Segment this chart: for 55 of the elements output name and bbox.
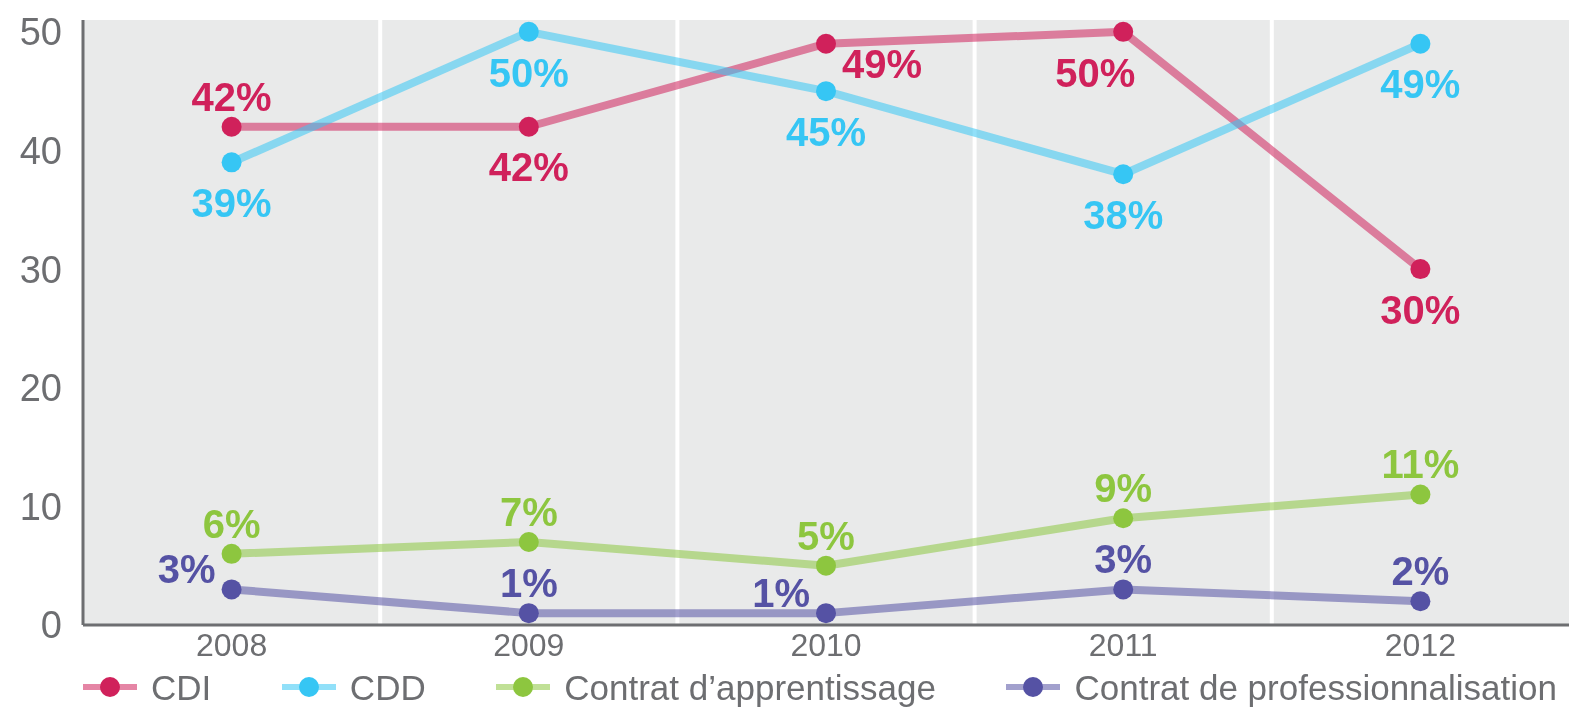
point (1410, 259, 1431, 280)
data-label: 7% (499, 489, 558, 534)
point (816, 603, 836, 624)
y-tick-label: 30 (19, 248, 62, 291)
point (518, 603, 539, 624)
data-label: 39% (191, 181, 272, 226)
point (1113, 579, 1134, 600)
point (1113, 164, 1134, 185)
point (1113, 21, 1134, 42)
x-tick-label: 2010 (790, 626, 862, 663)
data-label: 9% (1094, 466, 1153, 511)
data-label: 5% (797, 513, 855, 558)
legend-label: Contrat de professionnalisation (1074, 667, 1557, 707)
data-label: 50% (1055, 50, 1136, 95)
y-tick-label: 20 (19, 367, 62, 410)
data-label: 3% (157, 547, 216, 592)
point (518, 21, 539, 42)
data-label: 6% (202, 501, 261, 546)
y-tick-label: 50 (19, 11, 62, 54)
x-tick-label: 2009 (493, 626, 565, 663)
data-label: 1% (752, 571, 811, 616)
point (1410, 591, 1431, 612)
y-tick-label: 10 (19, 485, 62, 528)
point (518, 116, 539, 137)
data-label: 42% (488, 145, 569, 190)
legend-label: CDI (151, 667, 212, 707)
data-label: 45% (785, 109, 867, 154)
x-tick-label: 2012 (1384, 626, 1456, 663)
data-label: 1% (499, 561, 558, 606)
point (221, 152, 242, 173)
data-label: 30% (1380, 287, 1461, 332)
point (816, 33, 836, 54)
data-label: 3% (1094, 537, 1153, 582)
point (221, 579, 242, 600)
data-label: 49% (841, 42, 923, 87)
data-label: 42% (191, 74, 272, 119)
point (816, 81, 836, 102)
data-label: 49% (1380, 62, 1461, 107)
data-label: 2% (1391, 549, 1450, 594)
x-tick-label: 2008 (196, 626, 268, 663)
point (221, 543, 242, 564)
data-label: 50% (488, 50, 569, 95)
y-tick-label: 0 (40, 604, 62, 647)
point (816, 555, 836, 576)
point (518, 531, 539, 552)
y-tick-label: 40 (19, 129, 62, 172)
data-label: 11% (1381, 442, 1460, 487)
point (1113, 508, 1134, 529)
point (221, 116, 242, 137)
legend-label: Contrat d’apprentissage (564, 667, 936, 707)
x-tick-label: 2011 (1088, 626, 1158, 663)
point (1410, 484, 1431, 505)
data-label: 38% (1083, 192, 1164, 237)
legend-label: CDD (349, 667, 426, 707)
point (1410, 33, 1431, 54)
